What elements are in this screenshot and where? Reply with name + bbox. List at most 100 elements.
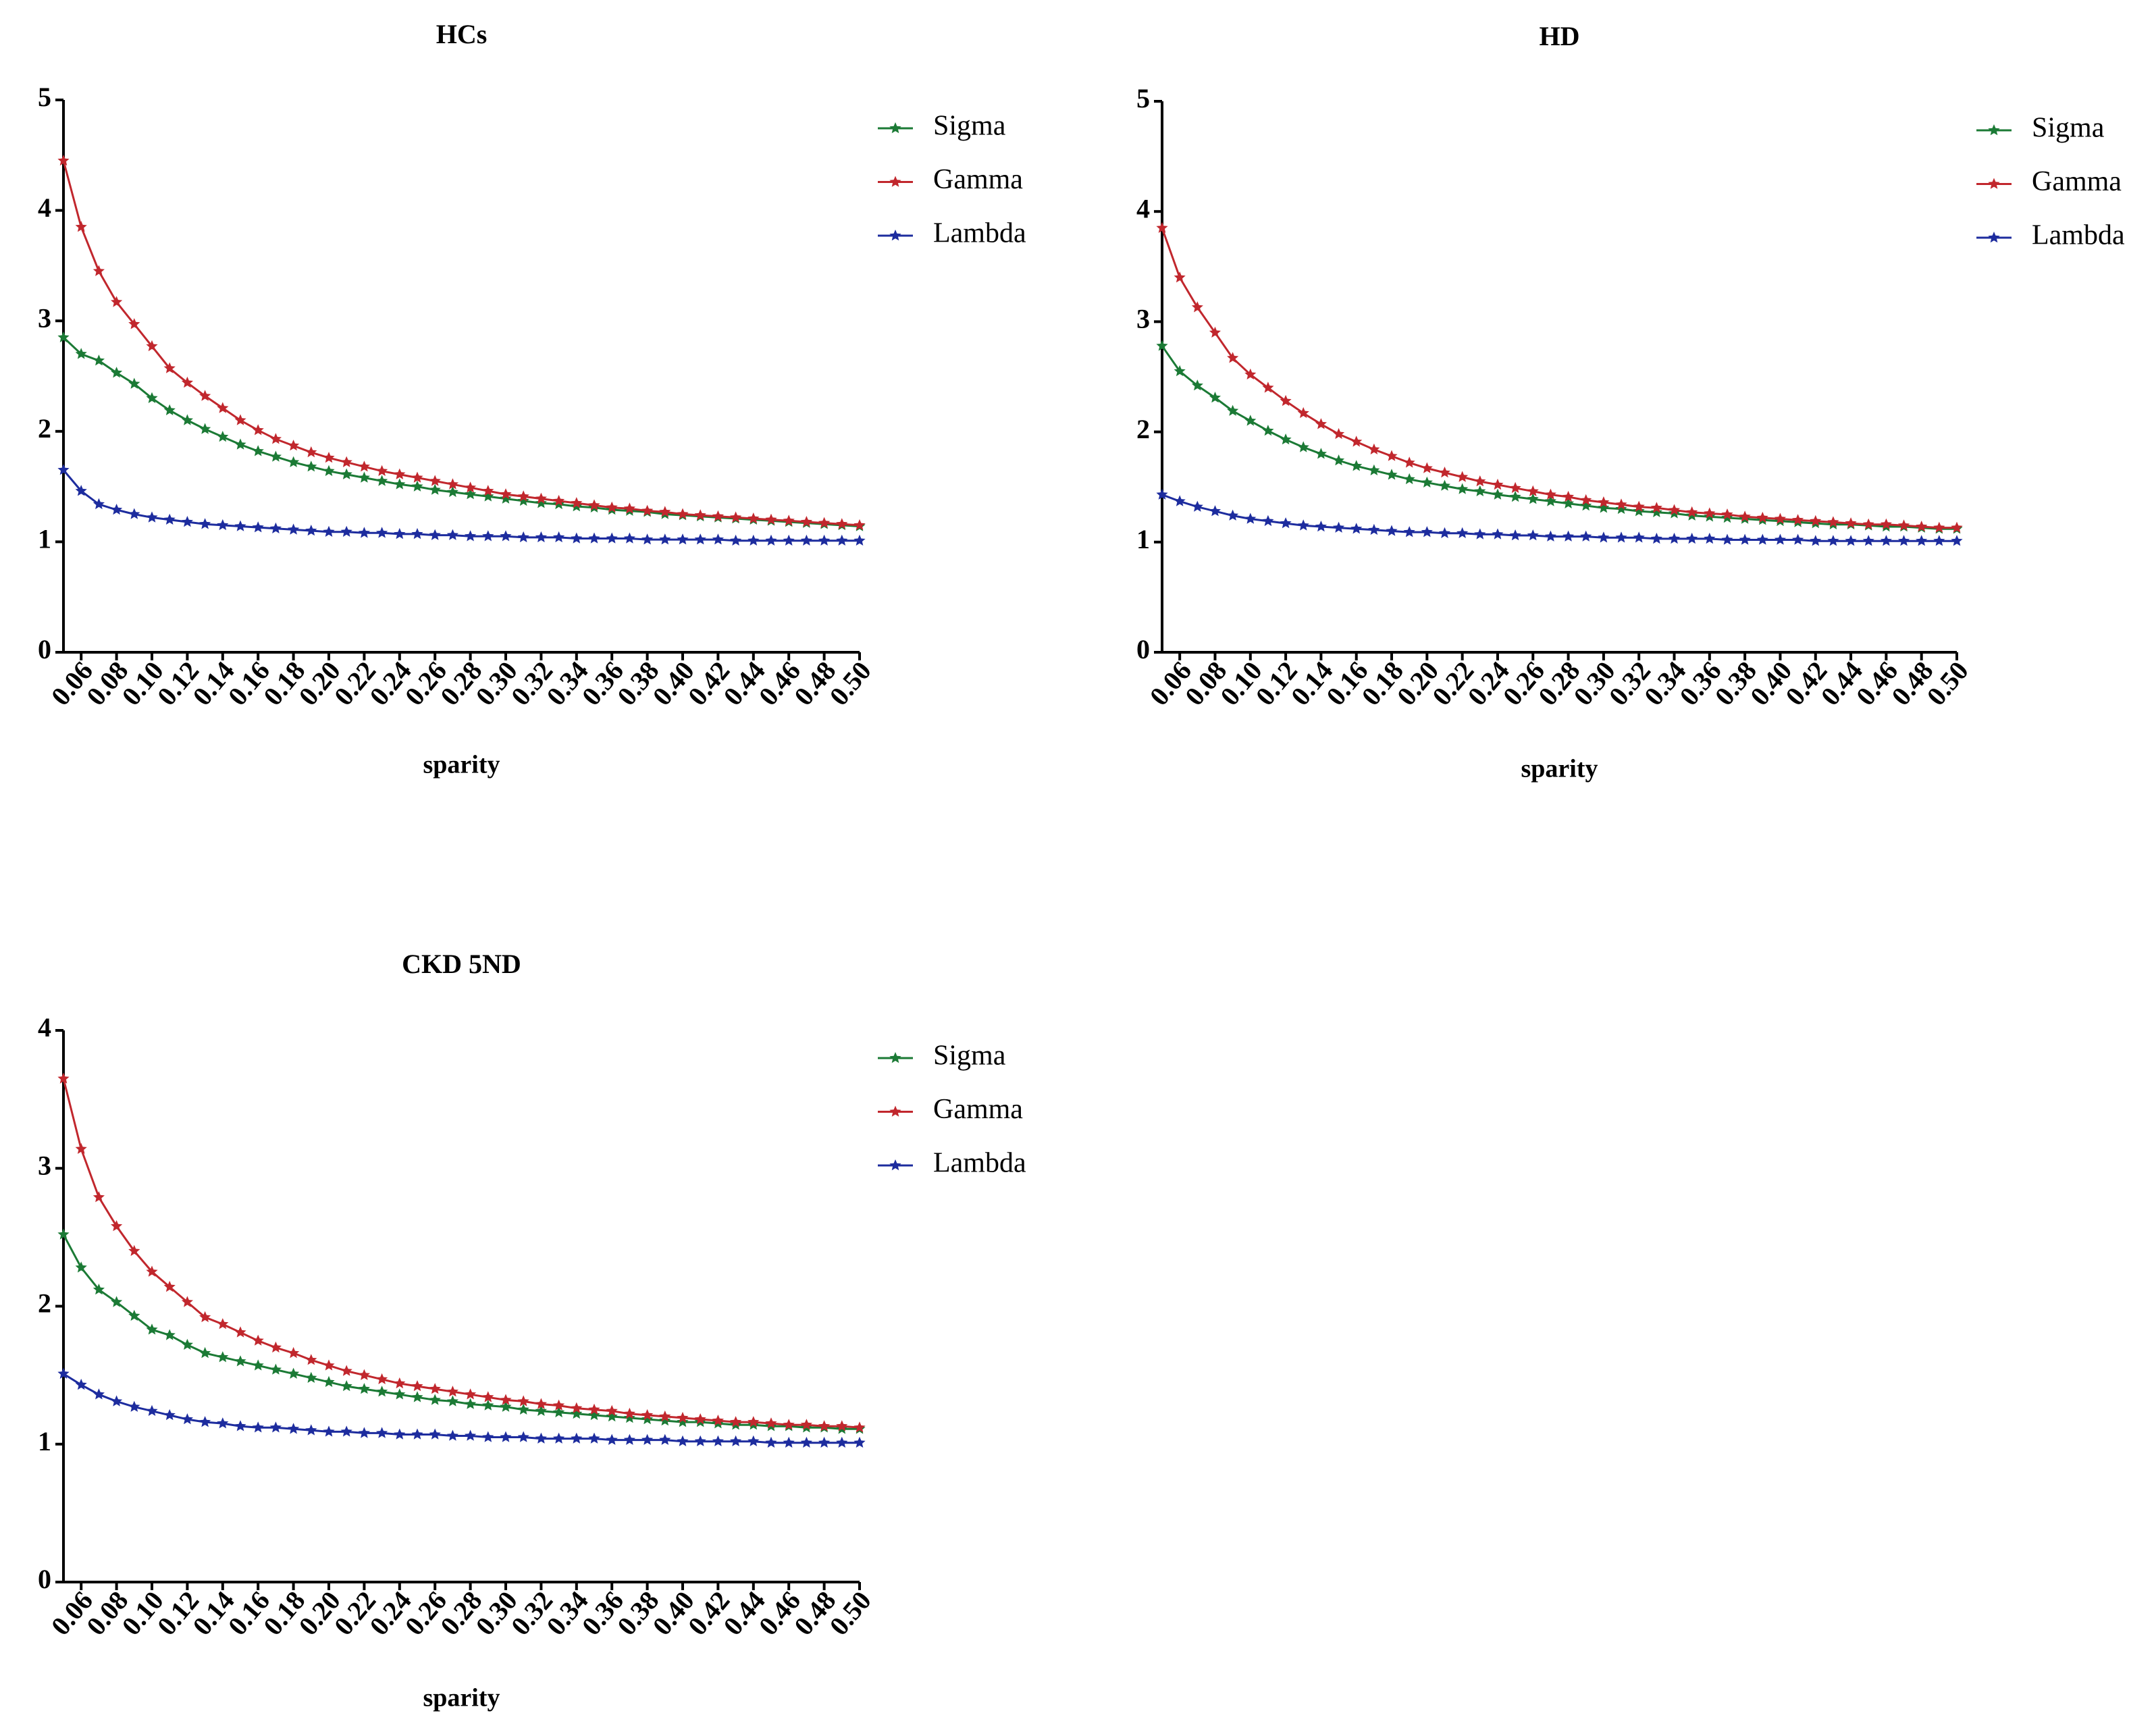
- point-marker: [146, 1404, 158, 1416]
- point-marker: [1492, 478, 1504, 490]
- point-marker: [1633, 531, 1645, 543]
- point-marker: [588, 532, 600, 544]
- point-marker: [623, 1433, 635, 1445]
- point-marker: [765, 534, 777, 546]
- point-marker: [1386, 469, 1398, 480]
- point-marker: [57, 1228, 70, 1240]
- point-marker: [1386, 525, 1398, 536]
- point-marker: [641, 1409, 654, 1421]
- point-marker: [1704, 532, 1716, 544]
- point-marker: [765, 513, 777, 525]
- point-marker: [57, 1072, 70, 1084]
- point-marker: [659, 506, 671, 517]
- point-marker: [323, 1359, 335, 1371]
- y-tick-label: 0: [1136, 634, 1150, 664]
- point-marker: [836, 534, 848, 546]
- point-marker: [146, 1323, 158, 1335]
- point-marker: [1262, 382, 1274, 393]
- point-marker: [588, 1432, 600, 1444]
- point-marker: [1368, 523, 1380, 535]
- point-marker: [340, 468, 352, 479]
- point-marker: [482, 530, 494, 542]
- point-marker: [1174, 495, 1186, 506]
- point-marker: [75, 1378, 87, 1390]
- point-marker: [571, 532, 583, 544]
- point-marker: [553, 1406, 565, 1418]
- point-marker: [1598, 531, 1610, 543]
- point-marker: [659, 533, 671, 545]
- point-marker: [517, 490, 529, 502]
- legend-marker: [1988, 178, 2000, 189]
- point-marker: [535, 531, 547, 543]
- point-marker: [1421, 476, 1433, 488]
- point-marker: [234, 520, 246, 531]
- point-marker: [465, 481, 477, 493]
- point-marker: [163, 404, 176, 415]
- point-marker: [606, 1404, 618, 1416]
- legend-label: Sigma: [2032, 113, 2105, 144]
- point-marker: [1368, 464, 1380, 475]
- point-marker: [358, 1369, 370, 1380]
- point-marker: [411, 480, 423, 492]
- point-marker: [1368, 443, 1380, 454]
- point-marker: [1227, 352, 1239, 363]
- point-marker: [1898, 535, 1910, 546]
- point-marker: [553, 531, 565, 543]
- point-marker: [1792, 533, 1804, 545]
- chart-panel: CKD 5ND012340.060.080.100.120.140.160.18…: [38, 949, 1026, 1712]
- point-marker: [57, 1367, 70, 1379]
- point-marker: [783, 534, 795, 546]
- point-marker: [234, 1420, 246, 1431]
- y-tick-label: 3: [38, 1150, 51, 1180]
- point-marker: [181, 376, 193, 388]
- point-marker: [1898, 519, 1910, 531]
- point-marker: [288, 456, 300, 467]
- point-marker: [1580, 530, 1592, 542]
- point-marker: [853, 1421, 866, 1433]
- point-marker: [1562, 497, 1575, 508]
- point-marker: [358, 461, 370, 472]
- point-marker: [57, 464, 70, 475]
- point-marker: [800, 1419, 812, 1430]
- point-marker: [93, 1388, 105, 1400]
- point-marker: [1562, 530, 1575, 542]
- point-marker: [1615, 531, 1627, 543]
- y-tick-label: 0: [38, 1564, 51, 1594]
- point-marker: [1297, 519, 1309, 531]
- point-marker: [1280, 394, 1292, 406]
- point-marker: [1615, 502, 1627, 515]
- point-marker: [1810, 515, 1822, 527]
- point-marker: [358, 1383, 370, 1394]
- point-marker: [1544, 488, 1556, 500]
- point-marker: [1916, 535, 1928, 546]
- point-marker: [482, 490, 494, 502]
- point-marker: [394, 1377, 406, 1389]
- point-marker: [288, 1346, 300, 1359]
- point-marker: [163, 1329, 176, 1340]
- point-marker: [376, 1373, 388, 1384]
- point-marker: [128, 377, 140, 389]
- point-marker: [765, 1436, 777, 1448]
- point-marker: [146, 340, 158, 352]
- point-marker: [1527, 529, 1539, 541]
- point-marker: [111, 1395, 123, 1406]
- point-marker: [1951, 535, 1963, 546]
- point-marker: [1297, 406, 1309, 419]
- y-tick-label: 3: [38, 303, 51, 333]
- point-marker: [1721, 511, 1733, 523]
- point-marker: [1456, 527, 1469, 538]
- point-marker: [818, 534, 831, 546]
- point-marker: [730, 511, 742, 523]
- point-marker: [128, 318, 140, 330]
- point-marker: [482, 1391, 494, 1402]
- point-marker: [571, 497, 583, 508]
- point-marker: [517, 1395, 529, 1406]
- point-marker: [340, 1365, 352, 1376]
- point-marker: [269, 1363, 282, 1375]
- point-marker: [199, 390, 211, 401]
- series-line: [63, 1373, 860, 1444]
- point-marker: [1509, 529, 1521, 541]
- point-marker: [163, 1280, 176, 1292]
- chart-title: CKD 5ND: [402, 949, 521, 979]
